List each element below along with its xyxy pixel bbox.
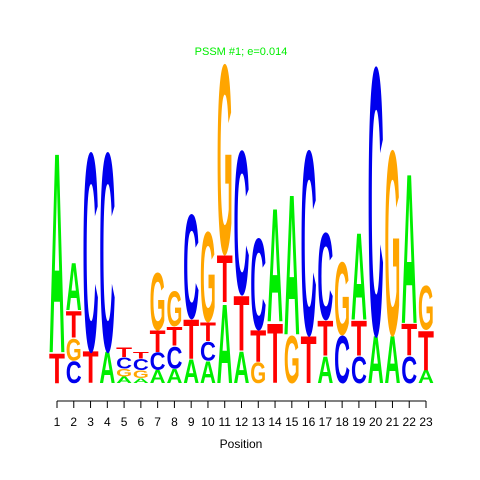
logo-letter: T — [217, 241, 233, 316]
logo-letter: T — [166, 321, 182, 351]
logo-letter: A — [166, 365, 182, 388]
x-tick-label: 9 — [188, 415, 195, 429]
x-tick-label: 23 — [419, 415, 433, 429]
logo-letter: A — [234, 343, 250, 393]
logo-letter: A — [49, 94, 65, 413]
x-tick-label: 10 — [201, 415, 215, 429]
logo-letter: G — [200, 206, 216, 349]
x-tick-label: 11 — [218, 415, 231, 429]
logo-letter: T — [418, 320, 434, 383]
logo-letter: C — [99, 94, 115, 412]
logo-letter: A — [183, 352, 199, 390]
logo-letter: A — [99, 343, 115, 393]
x-tick-label: 17 — [319, 415, 333, 429]
logo-letter: C — [183, 183, 199, 350]
logo-letter: G — [217, 9, 233, 311]
logo-letter: C — [150, 348, 166, 376]
logo-letter: G — [66, 332, 82, 367]
x-tick-label: 19 — [352, 415, 366, 429]
logo-letter: G — [166, 281, 182, 336]
logo-letter: C — [401, 349, 417, 392]
logo-letter: G — [150, 257, 166, 347]
logo-letter: T — [301, 323, 317, 398]
logo-letter: T — [234, 279, 250, 368]
x-tick-label: 18 — [335, 415, 349, 429]
x-tick-label: 3 — [87, 415, 94, 429]
logo-letter: A — [200, 354, 216, 389]
logo-letter: A — [368, 323, 384, 398]
logo-letter: C — [351, 349, 367, 392]
logo-letter: C — [368, 0, 384, 416]
x-tick-label: 13 — [252, 415, 266, 429]
logo-letter: T — [49, 345, 65, 393]
logo-letter: A — [150, 367, 166, 387]
x-tick-label: 6 — [138, 415, 145, 429]
x-tick-label: 2 — [70, 415, 77, 429]
x-tick-label: 1 — [54, 415, 61, 429]
logo-letter: A — [317, 349, 333, 392]
logo-letter: C — [234, 109, 250, 338]
x-tick-label: 7 — [154, 415, 161, 429]
x-tick-label: 5 — [121, 415, 128, 429]
logo-letter: T — [200, 316, 216, 346]
logo-letter: G — [116, 367, 132, 380]
logo-letter: A — [401, 131, 417, 369]
x-tick-label: 14 — [268, 415, 282, 429]
x-tick-label: 15 — [285, 415, 299, 429]
logo-letter: T — [116, 345, 132, 360]
x-tick-label: 12 — [235, 415, 249, 429]
logo-letter: C — [301, 96, 317, 391]
logo-letter: T — [66, 303, 82, 346]
x-tick-label: 4 — [104, 415, 111, 429]
logo-letter: G — [384, 96, 400, 391]
logo-letter: A — [116, 375, 132, 385]
x-tick-label: 20 — [369, 415, 383, 429]
logo-letter: C — [200, 336, 216, 366]
logo-letter: T — [401, 315, 417, 365]
x-tick-label: 8 — [171, 415, 178, 429]
logo-letter: C — [83, 94, 99, 412]
x-tick-label: 16 — [302, 415, 316, 429]
logo-letter: A — [284, 152, 300, 377]
logo-letter: T — [183, 309, 199, 372]
chart-title: PSSM #1; e=0.014 — [195, 46, 288, 58]
logo-letter: T — [267, 306, 283, 402]
logo-letter: G — [250, 356, 266, 389]
logo-letter: T — [150, 324, 166, 359]
logo-letter: A — [133, 377, 149, 385]
logo-letter: A — [217, 280, 233, 407]
logo-letter: C — [166, 340, 182, 375]
logo-letter: C — [116, 354, 132, 372]
logo-letter: A — [418, 367, 434, 387]
x-tick-label: 22 — [403, 415, 417, 429]
logo-letter: C — [334, 323, 350, 398]
x-tick-label: 21 — [386, 415, 400, 429]
logo-letter: T — [250, 322, 266, 372]
logo-letter: A — [351, 207, 367, 346]
logo-letter: G — [284, 323, 300, 398]
logo-letter: G — [418, 272, 434, 343]
logo-letter: C — [250, 211, 266, 357]
logo-letter: C — [317, 207, 333, 346]
logo-letter: G — [133, 368, 149, 381]
logo-letter: A — [66, 250, 82, 325]
logo-letter: T — [133, 351, 149, 361]
logo-letter: A — [267, 174, 283, 356]
logo-letter: C — [133, 356, 149, 374]
logo-letter: C — [66, 354, 82, 389]
logo-letter: A — [384, 323, 400, 398]
x-axis-label: Position — [220, 437, 263, 451]
logo-letter: G — [334, 241, 350, 357]
logo-letter: T — [351, 311, 367, 366]
logo-letter: T — [83, 343, 99, 393]
logo-letter: T — [317, 311, 333, 366]
